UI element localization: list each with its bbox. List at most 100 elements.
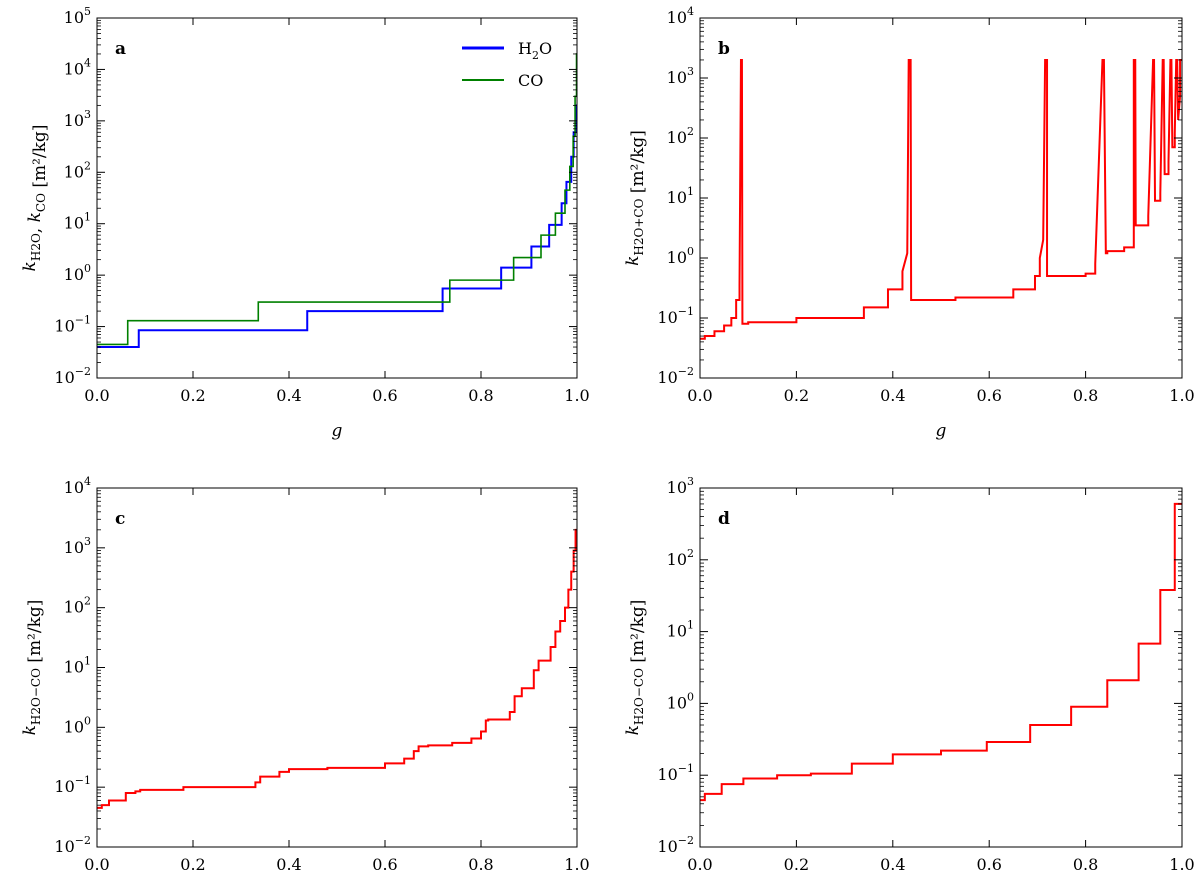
panel-a: 0.0 0.2 0.4 0.6 0.8 1.010−210−110010110210310… <box>20 5 590 441</box>
y-axis-label-text: [m²/kg] <box>628 130 648 199</box>
y-tick-base: 10 <box>64 658 84 677</box>
y-tick-exponent: −1 <box>678 762 694 775</box>
x-tick-label: 0.2 <box>180 855 205 874</box>
y-tick-label: 102 <box>667 547 694 569</box>
x-tick-label: 0.0 <box>687 386 712 405</box>
y-tick-exponent: −2 <box>678 365 694 378</box>
y-tick-label: 10−2 <box>54 834 91 856</box>
y-tick-label: 101 <box>667 619 694 641</box>
y-tick-exponent: 2 <box>84 159 91 172</box>
y-tick-label: 103 <box>667 65 694 87</box>
y-tick-label: 10−1 <box>54 314 91 336</box>
legend-label-part: O <box>539 39 552 58</box>
y-tick-exponent: 1 <box>687 185 694 198</box>
y-tick-label: 10−1 <box>657 762 694 784</box>
plot-frame <box>96 487 578 848</box>
y-axis-label-text: , <box>25 222 45 233</box>
y-tick-base: 10 <box>64 265 84 284</box>
y-tick-exponent: 2 <box>687 547 694 560</box>
series-line-h2o <box>97 104 577 349</box>
x-tick-label: 0.8 <box>468 855 493 874</box>
x-axis-label: g <box>936 421 947 441</box>
y-tick-label: 102 <box>667 125 694 147</box>
plot-frame <box>699 487 1183 848</box>
y-tick-base: 10 <box>667 128 687 147</box>
x-tick-label: 0.4 <box>276 386 301 405</box>
y-tick-base: 10 <box>667 68 687 87</box>
y-tick-exponent: 3 <box>687 475 694 488</box>
y-tick-exponent: 1 <box>687 619 694 632</box>
y-tick-exponent: −1 <box>678 305 694 318</box>
series-line-h2o-co <box>700 58 1182 340</box>
y-tick-base: 10 <box>657 765 677 784</box>
y-tick-label: 101 <box>64 211 91 233</box>
y-tick-exponent: 4 <box>687 5 694 18</box>
y-tick-label: 100 <box>64 262 91 284</box>
y-tick-base: 10 <box>64 162 84 181</box>
y-tick-label: 102 <box>64 595 91 617</box>
y-tick-label: 101 <box>64 655 91 677</box>
x-tick-label: 0.8 <box>468 386 493 405</box>
y-tick-exponent: −2 <box>75 365 91 378</box>
y-axis-label-k: k <box>25 212 45 222</box>
y-tick-base: 10 <box>54 837 74 856</box>
x-axis-label: g <box>332 421 343 441</box>
y-tick-label: 10−1 <box>54 774 91 796</box>
x-tick-label: 1.0 <box>564 386 589 405</box>
x-tick-label: 0.6 <box>976 855 1001 874</box>
x-tick-label: 0.4 <box>880 386 905 405</box>
panel-letter: d <box>718 509 730 529</box>
legend-label-subscript: 2 <box>532 49 539 62</box>
y-tick-label: 105 <box>64 5 91 27</box>
y-tick-base: 10 <box>64 214 84 233</box>
x-tick-label: 1.0 <box>1169 855 1194 874</box>
y-axis-label-subscript: H2O−CO <box>632 668 646 725</box>
plot-frame <box>699 17 1183 379</box>
y-axis-label-text: [m²/kg] <box>25 600 45 669</box>
y-tick-label: 10−2 <box>657 834 694 856</box>
x-tick-label: 0.6 <box>372 855 397 874</box>
panel-b: 0.0 0.2 0.4 0.6 0.8 1.010−210−110010110210310… <box>623 5 1195 441</box>
panel-letter: a <box>115 39 126 59</box>
panel-letter: c <box>115 509 125 529</box>
y-tick-label: 104 <box>64 56 91 78</box>
y-tick-base: 10 <box>657 368 677 387</box>
y-tick-exponent: 2 <box>84 595 91 608</box>
series-line-h2o-co <box>700 502 1182 802</box>
y-tick-base: 10 <box>667 693 687 712</box>
y-tick-base: 10 <box>667 550 687 569</box>
y-axis-label-subscript: H2O <box>29 233 43 261</box>
y-tick-base: 10 <box>667 478 687 497</box>
x-tick-label: 0.8 <box>1073 855 1098 874</box>
y-axis-label-text: [m²/kg] <box>628 600 648 669</box>
panel-letter: b <box>718 39 730 59</box>
x-axis-label: g <box>936 890 947 893</box>
y-axis-label-k: k <box>20 725 40 735</box>
y-tick-label: 103 <box>64 535 91 557</box>
y-axis-label-k: k <box>623 256 643 266</box>
y-axis-label-subscript: H2O−CO <box>29 668 43 725</box>
y-tick-exponent: −1 <box>75 774 91 787</box>
y-tick-exponent: 4 <box>84 56 91 69</box>
x-tick-label: 1.0 <box>1169 386 1194 405</box>
x-tick-label: 0.2 <box>784 855 809 874</box>
y-tick-label: 10−2 <box>54 365 91 387</box>
y-tick-base: 10 <box>64 598 84 617</box>
plot-frame <box>96 17 578 379</box>
series-line-h2o-co <box>97 528 577 809</box>
y-tick-exponent: 4 <box>84 475 91 488</box>
y-tick-exponent: 0 <box>84 714 91 727</box>
x-tick-label: 0.8 <box>1073 386 1098 405</box>
y-tick-exponent: 0 <box>687 690 694 703</box>
y-tick-exponent: −1 <box>75 314 91 327</box>
y-tick-label: 103 <box>64 108 91 130</box>
y-tick-label: 104 <box>64 475 91 497</box>
y-tick-base: 10 <box>64 717 84 736</box>
x-tick-label: 0.0 <box>687 855 712 874</box>
y-tick-base: 10 <box>64 111 84 130</box>
x-axis-label: g <box>332 890 343 893</box>
y-axis-label-text: [m²/kg] <box>30 125 50 194</box>
panel-c: 0.0 0.2 0.4 0.6 0.8 1.010−210−110010110210310… <box>20 475 590 893</box>
x-tick-label: 0.4 <box>880 855 905 874</box>
